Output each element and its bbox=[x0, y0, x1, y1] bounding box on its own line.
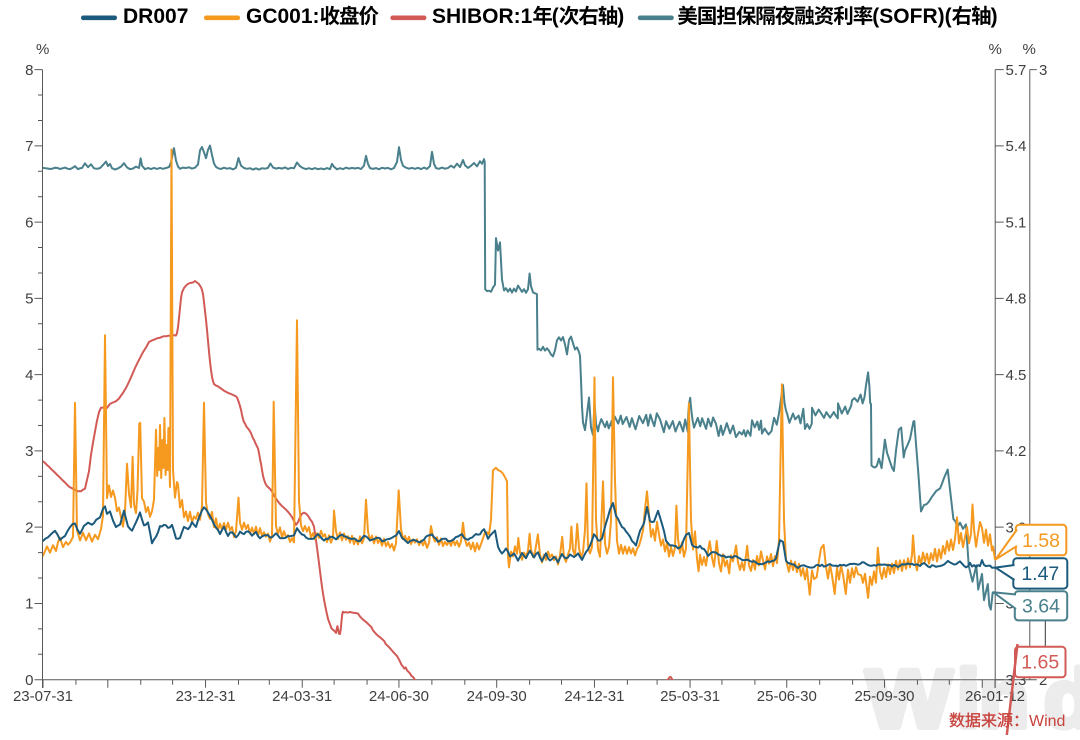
svg-text:4.5: 4.5 bbox=[1006, 367, 1027, 384]
svg-text:GC001:: GC001: bbox=[246, 5, 320, 28]
svg-text:1: 1 bbox=[25, 596, 33, 613]
svg-text:25-06-30: 25-06-30 bbox=[757, 688, 817, 705]
svg-text:25-09-30: 25-09-30 bbox=[854, 688, 914, 705]
svg-text:25-03-31: 25-03-31 bbox=[660, 688, 720, 705]
svg-text:4: 4 bbox=[25, 367, 33, 384]
svg-text:24-06-30: 24-06-30 bbox=[369, 688, 429, 705]
svg-text:5.1: 5.1 bbox=[1006, 214, 1027, 231]
svg-text:2: 2 bbox=[25, 520, 33, 537]
svg-text:24-03-31: 24-03-31 bbox=[272, 688, 332, 705]
svg-text:3: 3 bbox=[25, 443, 33, 460]
svg-text:24-12-31: 24-12-31 bbox=[564, 688, 624, 705]
svg-text:23-07-31: 23-07-31 bbox=[13, 688, 73, 705]
svg-text:1.47: 1.47 bbox=[1021, 563, 1059, 585]
svg-text:24-09-30: 24-09-30 bbox=[467, 688, 527, 705]
svg-text:DR007: DR007 bbox=[123, 5, 188, 28]
svg-text:): ) bbox=[991, 5, 998, 28]
svg-text:3: 3 bbox=[1039, 62, 1047, 79]
svg-text:%: % bbox=[1023, 41, 1036, 58]
svg-text:5.4: 5.4 bbox=[1006, 138, 1027, 155]
svg-text:0: 0 bbox=[25, 672, 33, 689]
svg-text:8: 8 bbox=[25, 62, 33, 79]
svg-text:W: W bbox=[866, 654, 952, 735]
svg-text:26-01-12: 26-01-12 bbox=[965, 688, 1025, 705]
svg-text:23-12-31: 23-12-31 bbox=[176, 688, 236, 705]
svg-text:Wind: Wind bbox=[1029, 713, 1065, 730]
svg-text:4.8: 4.8 bbox=[1006, 291, 1027, 308]
svg-text:1.65: 1.65 bbox=[1021, 652, 1059, 674]
svg-text:d: d bbox=[1044, 654, 1080, 735]
svg-text:3.64: 3.64 bbox=[1022, 596, 1060, 618]
svg-text:4.2: 4.2 bbox=[1006, 443, 1027, 460]
svg-text:(SOFR)(: (SOFR)( bbox=[872, 5, 951, 28]
svg-text:2: 2 bbox=[1039, 672, 1047, 689]
svg-text:): ) bbox=[617, 5, 624, 28]
svg-text:1.58: 1.58 bbox=[1022, 530, 1060, 552]
svg-text:%: % bbox=[36, 41, 49, 58]
svg-text:(: ( bbox=[552, 5, 559, 28]
svg-text:SHIBOR:1: SHIBOR:1 bbox=[432, 5, 533, 28]
svg-text:5.7: 5.7 bbox=[1006, 62, 1027, 79]
svg-text:%: % bbox=[989, 41, 1002, 58]
svg-text:6: 6 bbox=[25, 214, 33, 231]
svg-text:5: 5 bbox=[25, 291, 33, 308]
svg-text:7: 7 bbox=[25, 138, 33, 155]
